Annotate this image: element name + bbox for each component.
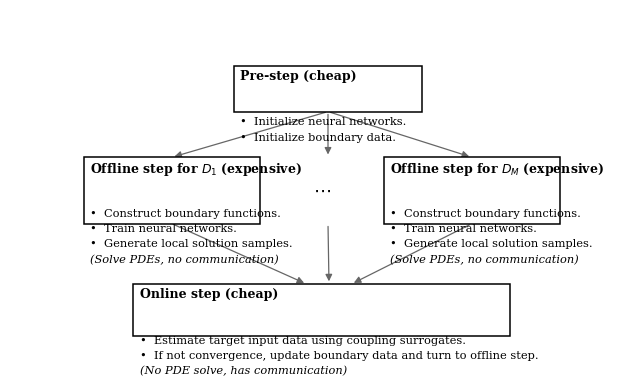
Text: •  Generate local solution samples.: • Generate local solution samples. — [390, 239, 593, 249]
Text: Online step (cheap): Online step (cheap) — [140, 288, 278, 301]
Bar — [84, 157, 260, 224]
Text: •  Initialize boundary data.: • Initialize boundary data. — [240, 133, 396, 143]
Text: (No PDE solve, has communication): (No PDE solve, has communication) — [140, 366, 347, 376]
Bar — [234, 66, 422, 111]
Text: •  Train neural networks.: • Train neural networks. — [90, 224, 237, 234]
Text: •  Estimate target input data using coupling surrogates.: • Estimate target input data using coupl… — [140, 336, 465, 345]
Text: Offline step for $D_M$ (expensive): Offline step for $D_M$ (expensive) — [390, 161, 604, 178]
Bar — [133, 284, 510, 336]
Text: (Solve PDEs, no communication): (Solve PDEs, no communication) — [90, 255, 279, 265]
Text: Offline step for $D_1$ (expensive): Offline step for $D_1$ (expensive) — [90, 161, 302, 178]
Text: (Solve PDEs, no communication): (Solve PDEs, no communication) — [390, 255, 579, 265]
Text: •  Generate local solution samples.: • Generate local solution samples. — [90, 239, 292, 249]
Text: •  Train neural networks.: • Train neural networks. — [390, 224, 537, 234]
Text: $\cdots$: $\cdots$ — [312, 182, 330, 200]
Text: Pre-step (cheap): Pre-step (cheap) — [240, 70, 357, 83]
Text: •  If not convergence, update boundary data and turn to offline step.: • If not convergence, update boundary da… — [140, 351, 538, 361]
Text: •  Construct boundary functions.: • Construct boundary functions. — [390, 209, 581, 219]
Bar — [384, 157, 560, 224]
Text: •  Construct boundary functions.: • Construct boundary functions. — [90, 209, 281, 219]
Text: •  Initialize neural networks.: • Initialize neural networks. — [240, 118, 406, 128]
